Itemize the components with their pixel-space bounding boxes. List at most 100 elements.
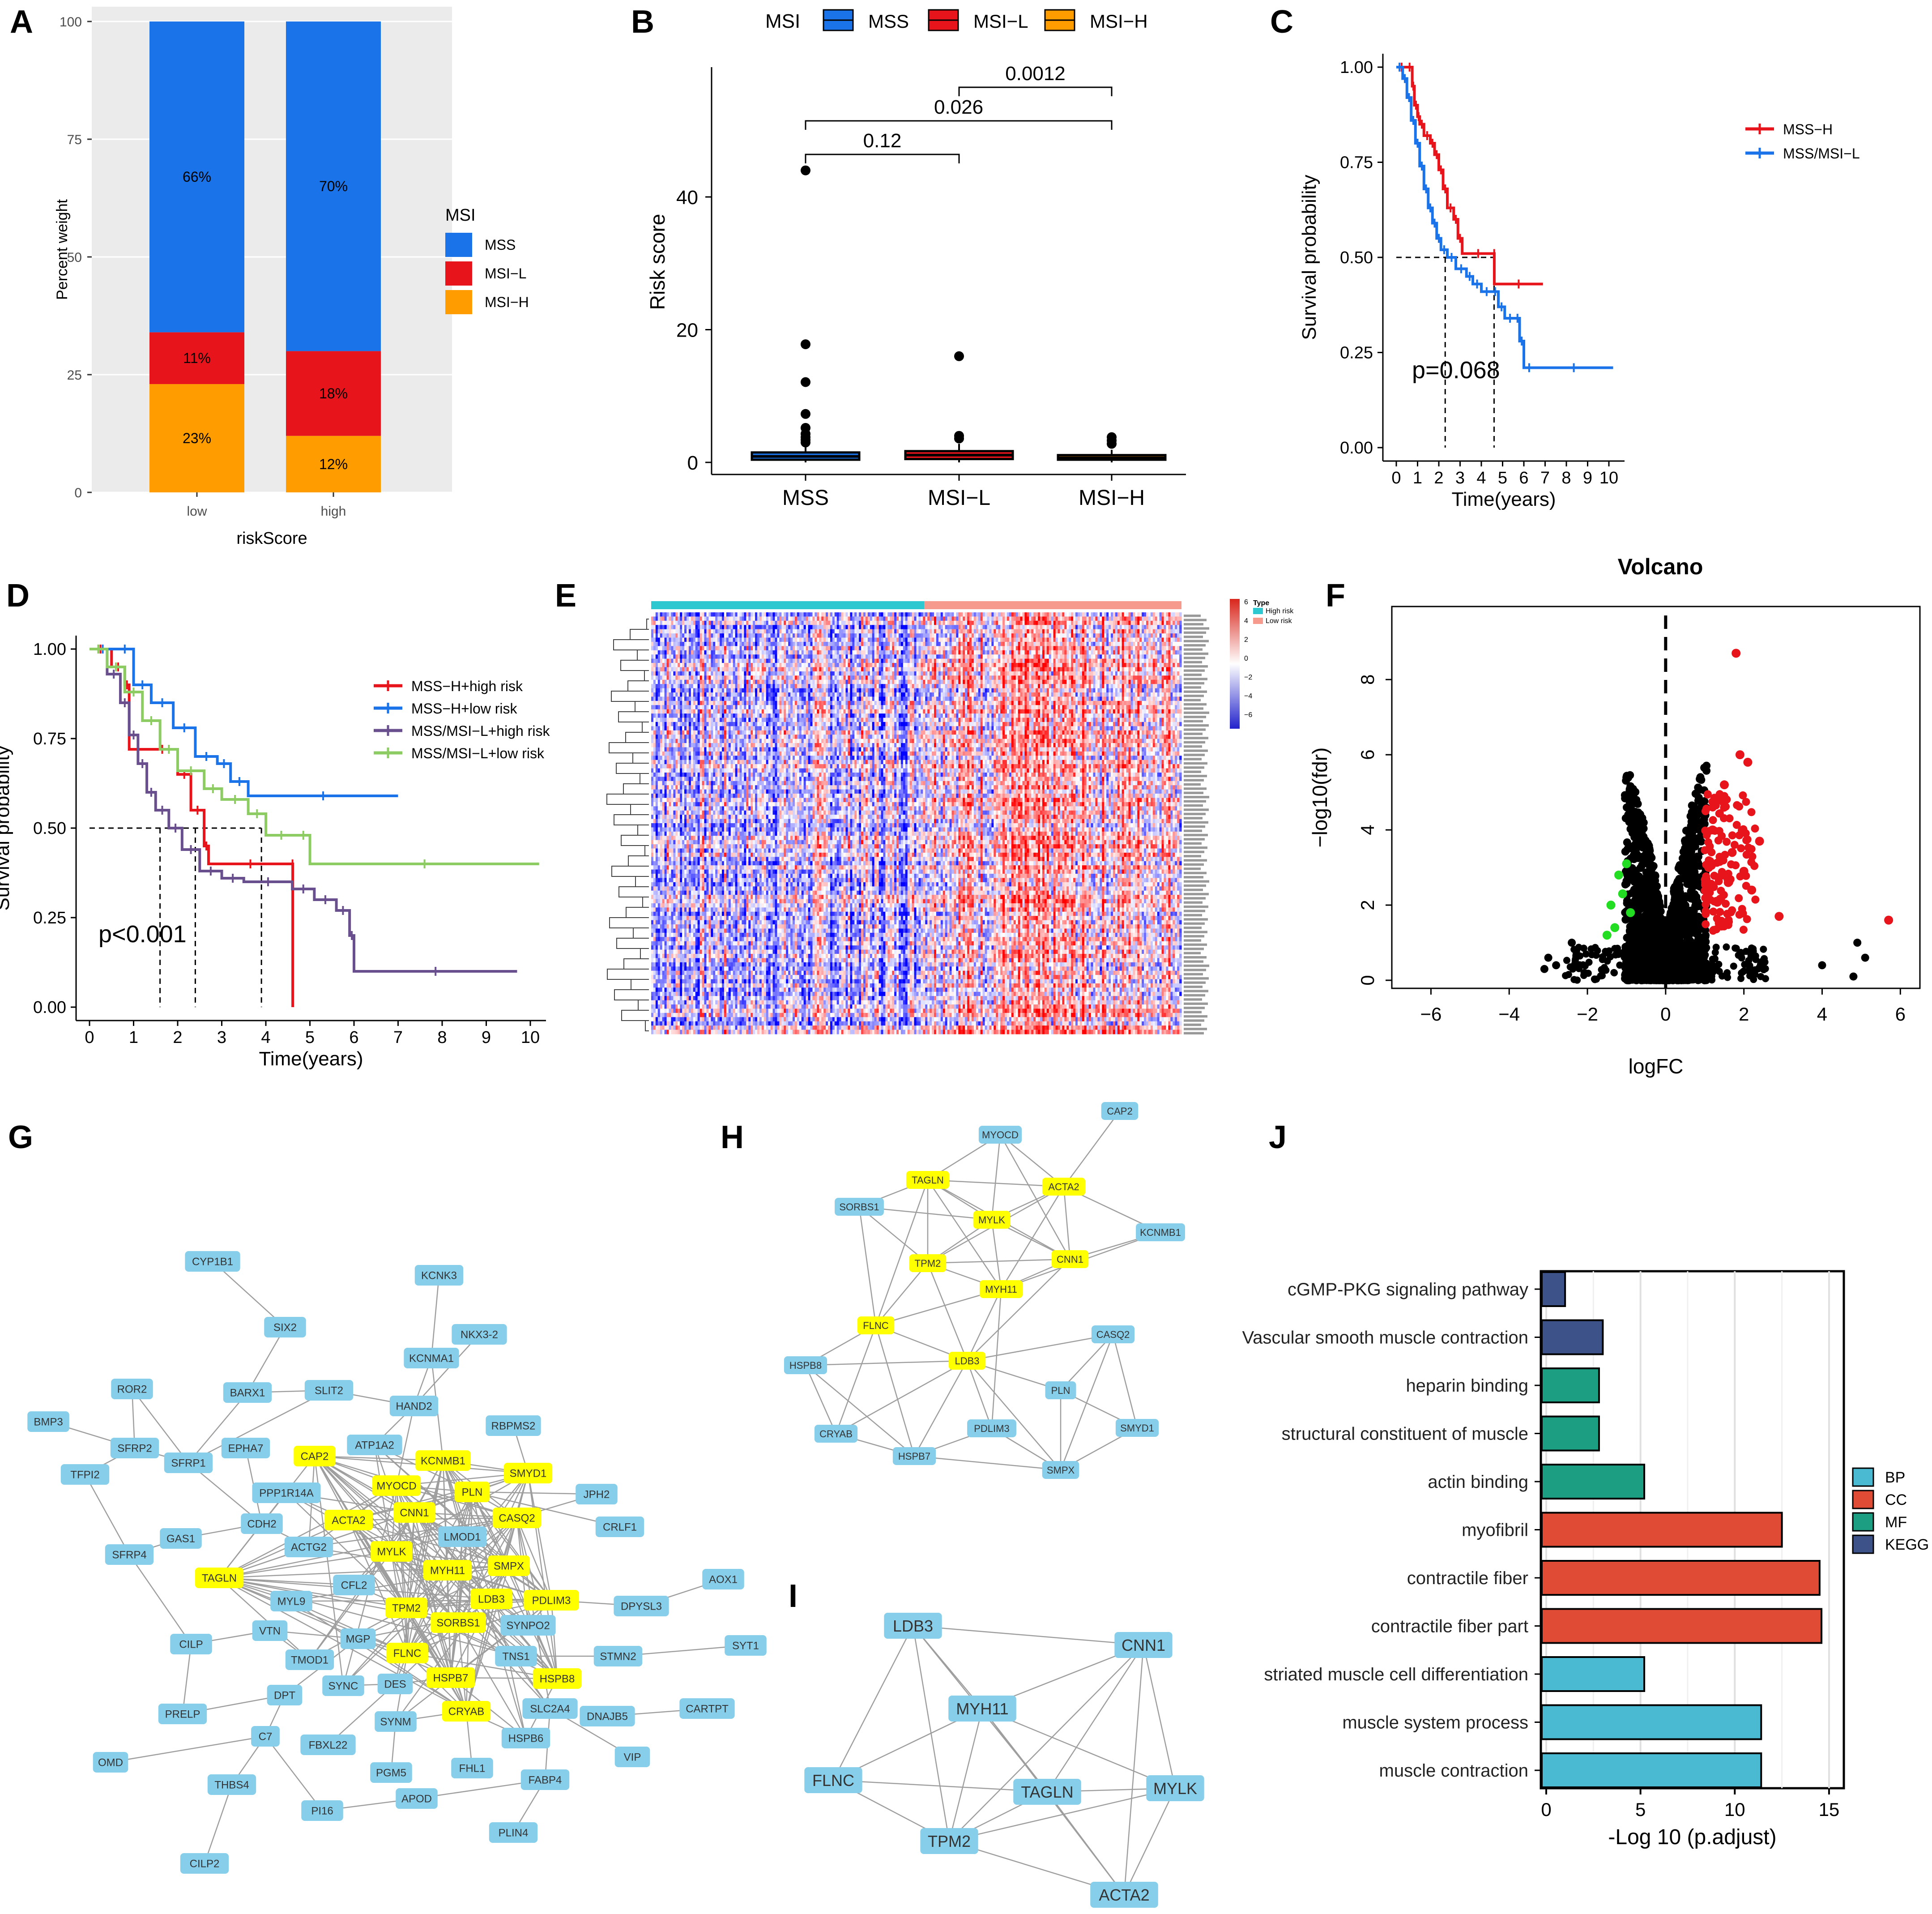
panel-e-heatmap-cell [653, 612, 656, 617]
panel-e-heatmap-cell [793, 633, 795, 638]
panel-e-heatmap-cell [757, 625, 760, 629]
panel-e-heatmap-cell [1027, 616, 1029, 621]
panel-e-heatmap-cell [1115, 612, 1118, 617]
panel-e-heatmap-cell [771, 616, 773, 621]
panel-e-heatmap-cell [724, 629, 727, 634]
panel-e-heatmap-cell [958, 633, 961, 638]
panel-b-significance-bracket [806, 121, 1112, 130]
panel-e-heatmap-cell [815, 616, 817, 621]
panel-c-xtick-label: 9 [1583, 469, 1592, 487]
panel-e-heatmap-cell [724, 612, 727, 617]
panel-e-heatmap-cell [883, 621, 886, 625]
panel-e-dendrogram-branch [638, 825, 649, 835]
panel-e-heatmap-cell [733, 612, 736, 617]
panel-e-dendrogram-branch [628, 856, 649, 866]
panel-e-heatmap-cell [998, 633, 1001, 638]
panel-e-heatmap-cell [759, 616, 762, 621]
panel-e-heatmap-cell [808, 616, 811, 621]
panel-e-heatmap-cell [687, 612, 689, 617]
panel-e-heatmap-cell [892, 629, 895, 634]
panel-e-heatmap-cell [954, 625, 956, 629]
panel-e-heatmap-cell [978, 629, 981, 634]
panel-e-heatmap-cell [1117, 616, 1120, 621]
panel-e-heatmap-cell [746, 616, 749, 621]
panel-e-heatmap-cell [1060, 629, 1062, 634]
panel-e-heatmap-cell [695, 625, 698, 629]
panel-e-heatmap-cell [1011, 612, 1014, 617]
panel-e-heatmap-cell [1027, 621, 1029, 625]
panel-e-heatmap-cell [1104, 612, 1107, 617]
panel-e-heatmap-cell [1117, 612, 1120, 617]
panel-a-data-label: 66% [183, 169, 211, 185]
panel-e-heatmap-cell [1122, 612, 1125, 617]
panel-e-heatmap-cell [1104, 621, 1107, 625]
panel-e-heatmap-cell [1095, 621, 1098, 625]
panel-e-heatmap-cell [755, 616, 758, 621]
panel-e-heatmap-cell [936, 621, 939, 625]
panel-e-heatmap-cell [1087, 616, 1089, 621]
panel-e-heatmap-cell [1033, 633, 1036, 638]
panel-e-heatmap-cell [812, 633, 815, 638]
panel-e-heatmap-cell [1047, 633, 1049, 638]
panel-e-heatmap-cell [877, 629, 879, 634]
panel-e-heatmap-cell [817, 612, 819, 617]
panel-e-heatmap-cell [1045, 616, 1047, 621]
panel-e-heatmap-cell [921, 616, 923, 621]
panel-e-heatmap-cell [722, 625, 725, 629]
panel-e-heatmap-cell [781, 616, 784, 621]
panel-e-heatmap-cell [660, 621, 663, 625]
panel-e-heatmap-cell [1049, 621, 1052, 625]
panel-e-heatmap-cell [943, 633, 946, 638]
panel-e-heatmap-cell [715, 616, 718, 621]
panel-e-heatmap-cell [698, 629, 700, 634]
panel-e-heatmap-cell [1091, 616, 1094, 621]
panel-e-heatmap-cell [914, 629, 917, 634]
panel-e-heatmap-cell [839, 616, 842, 621]
panel-e-heatmap-cell [1153, 625, 1156, 629]
panel-e-heatmap-cell [1129, 625, 1131, 629]
panel-e-heatmap-cell [1047, 612, 1049, 617]
panel-e-heatmap-cell [868, 616, 870, 621]
panel-e-heatmap-cell [771, 625, 773, 629]
panel-e-heatmap-cell [991, 625, 994, 629]
panel-e-heatmap-cell [726, 621, 729, 625]
panel-c-xtick-label: 10 [1599, 469, 1618, 487]
panel-e-heatmap-cell [879, 629, 882, 634]
panel-e-heatmap-cell [790, 616, 793, 621]
panel-e-heatmap-cell [956, 612, 959, 617]
panel-e-heatmap-cell [1120, 621, 1122, 625]
panel-e-heatmap-cell [1036, 633, 1038, 638]
panel-e-heatmap-cell [857, 625, 859, 629]
panel-e-heatmap-cell [795, 625, 798, 629]
panel-e-heatmap-cell [835, 616, 837, 621]
panel-c-ytick-label: 0.50 [1340, 248, 1373, 267]
panel-e-heatmap-cell [1100, 629, 1102, 634]
panel-e-heatmap-cell [1148, 621, 1151, 625]
panel-e-heatmap-cell [684, 625, 687, 629]
panel-e-heatmap-cell [1170, 621, 1173, 625]
panel-e-heatmap-cell [762, 616, 764, 621]
panel-e-heatmap-cell [788, 633, 791, 638]
panel-e-heatmap-cell [717, 625, 720, 629]
panel-e-heatmap-cell [669, 633, 672, 638]
panel-e-heatmap-cell [1024, 616, 1027, 621]
panel-e-heatmap-cell [804, 621, 806, 625]
panel-e-heatmap-cell [733, 633, 736, 638]
panel-e-heatmap-cell [1082, 621, 1085, 625]
panel-e-heatmap-cell [1126, 629, 1129, 634]
panel-e-heatmap-cell [892, 633, 895, 638]
panel-b-outlier [1107, 439, 1117, 449]
panel-e-heatmap-cell [755, 633, 758, 638]
panel-e-heatmap-cell [766, 612, 769, 617]
panel-e-heatmap-cell [823, 616, 826, 621]
panel-e-heatmap-cell [890, 625, 892, 629]
panel-c-ylabel: Survival probability [1298, 175, 1320, 340]
panel-e-heatmap-cell [1170, 612, 1173, 617]
panel-e-heatmap-cell [912, 616, 915, 621]
panel-e-heatmap-cell [863, 633, 866, 638]
panel-e-heatmap-cell [751, 616, 753, 621]
panel-e-heatmap-cell [899, 629, 901, 634]
panel-e-heatmap-cell [775, 616, 778, 621]
panel-e-heatmap-cell [1040, 616, 1043, 621]
panel-e-heatmap-cell [883, 625, 886, 629]
